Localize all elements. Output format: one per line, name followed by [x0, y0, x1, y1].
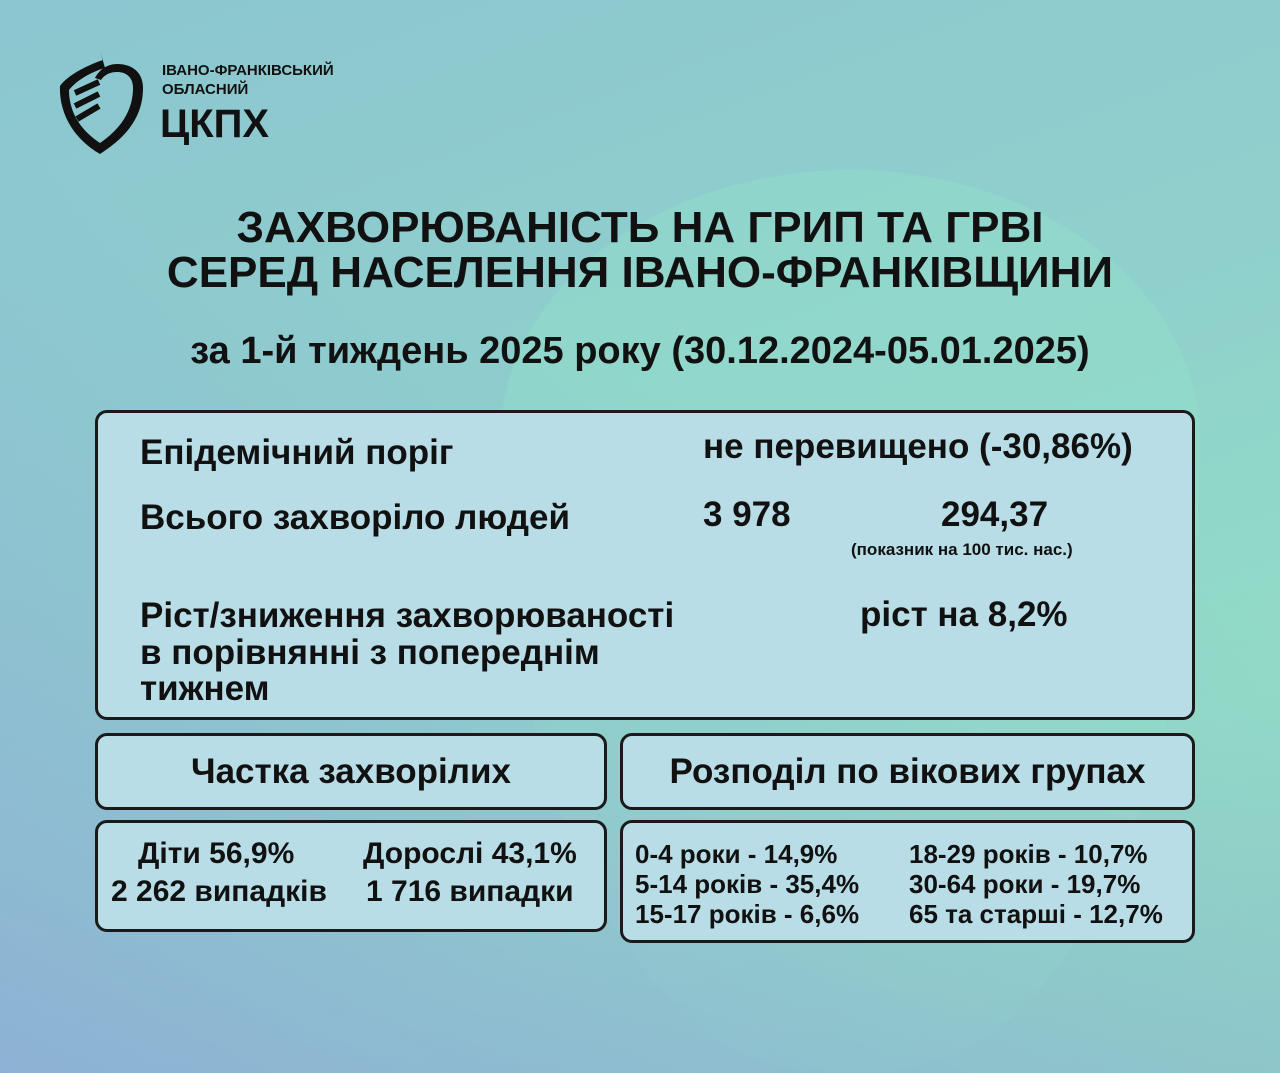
threshold-value: не перевищено (-30,86%): [703, 427, 1133, 466]
logo-line1: ІВАНО-ФРАНКІВСЬКИЙ: [162, 62, 334, 79]
age-group: 5-14 років - 35,4%: [635, 869, 860, 899]
rate-note: (показник на 100 тис. нас.): [851, 540, 1073, 559]
children-cases: 2 262 випадків: [111, 875, 327, 908]
threshold-label: Епідемічний поріг: [140, 433, 454, 472]
logo-line2: ОБЛАСНИЙ: [162, 81, 249, 98]
age-group: 30-64 роки - 19,7%: [909, 869, 1141, 899]
title-line1: ЗАХВОРЮВАНІСТЬ НА ГРИП ТА ГРВІ: [236, 203, 1044, 252]
share-header: Частка захворілих: [191, 752, 511, 791]
change-label-1: Ріст/зниження захворюваності: [140, 596, 675, 635]
age-group: 65 та старші - 12,7%: [909, 899, 1163, 929]
change-label-2: в порівнянні з попереднім: [140, 633, 600, 672]
logo-shield-icon: [59, 50, 144, 154]
logo: ІВАНО-ФРАНКІВСЬКИЙ ОБЛАСНИЙ ЦКПХ: [55, 48, 375, 158]
age-group: 15-17 років - 6,6%: [635, 899, 860, 929]
share-header-box: Частка захворілих: [95, 733, 607, 810]
age-group: 0-4 роки - 14,9%: [635, 839, 838, 869]
age-group: 18-29 років - 10,7%: [909, 839, 1148, 869]
rate-value: 294,37: [941, 495, 1049, 534]
share-box: Діти 56,9% 2 262 випадків Дорослі 43,1% …: [95, 820, 607, 932]
change-value: ріст на 8,2%: [860, 595, 1068, 634]
adults-share: Дорослі 43,1%: [363, 837, 577, 870]
age-box: 0-4 роки - 14,9% 5-14 років - 35,4% 15-1…: [620, 820, 1195, 943]
subtitle: за 1-й тиждень 2025 року (30.12.2024-05.…: [190, 330, 1090, 372]
summary-box: Епідемічний поріг не перевищено (-30,86%…: [95, 410, 1195, 720]
children-share: Діти 56,9%: [138, 837, 295, 870]
title-line2: СЕРЕД НАСЕЛЕННЯ ІВАНО-ФРАНКІВЩИНИ: [166, 248, 1114, 297]
age-header-box: Розподіл по вікових групах: [620, 733, 1195, 810]
total-label: Всього захворіло людей: [140, 498, 570, 537]
logo-abbr: ЦКПХ: [160, 102, 270, 146]
age-header: Розподіл по вікових групах: [669, 752, 1146, 791]
change-label-3: тижнем: [140, 669, 270, 708]
total-value: 3 978: [703, 495, 791, 534]
adults-cases: 1 716 випадки: [366, 875, 574, 908]
